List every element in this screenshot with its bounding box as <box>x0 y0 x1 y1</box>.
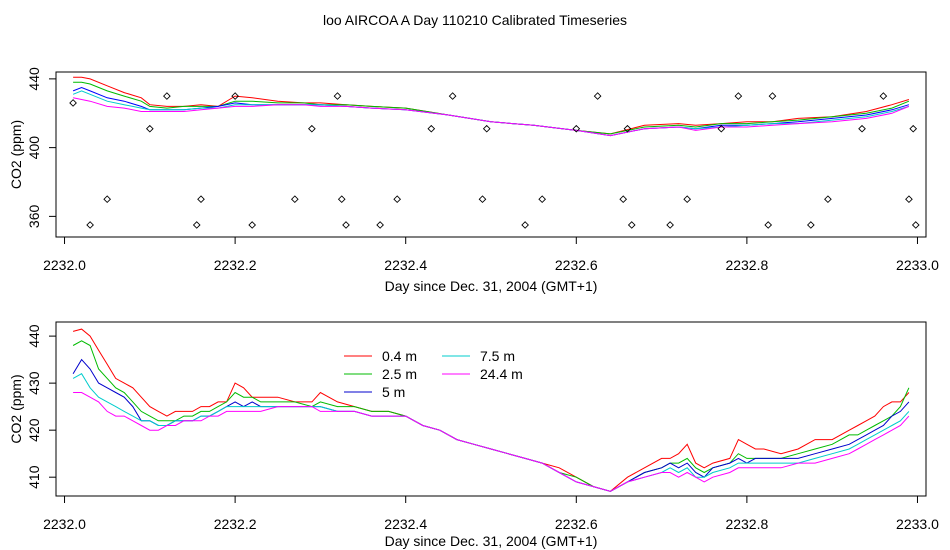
x-axis-label: Day since Dec. 31, 2004 (GMT+1) <box>385 278 598 294</box>
scatter-point <box>290 195 299 204</box>
scatter-point <box>393 195 402 204</box>
legend-label: 0.4 m <box>382 348 417 364</box>
series-line-3 <box>72 86 910 137</box>
y-tick-label: 360 <box>26 204 42 228</box>
scatter-point <box>448 92 457 100</box>
scatter-point <box>717 124 726 133</box>
legend-label: 24.4 m <box>480 366 523 382</box>
series-line-4 <box>72 90 910 137</box>
scatter-point <box>807 221 815 229</box>
scatter-point <box>69 99 77 107</box>
legend-label: 7.5 m <box>480 348 515 364</box>
scatter-point <box>572 124 581 133</box>
scatter-point <box>734 92 743 100</box>
series-line-2 <box>73 81 910 135</box>
x-tick-label: 2233.0 <box>896 257 939 273</box>
scatter-point <box>342 221 350 229</box>
scatter-point <box>308 124 316 133</box>
scatter-point <box>231 92 239 100</box>
y-tick-label: 440 <box>26 67 42 91</box>
scatter-point <box>337 195 346 204</box>
figure-title: loo AIRCOA A Day 110210 Calibrated Times… <box>323 12 627 28</box>
scatter-point <box>627 221 636 229</box>
plot-1: 2232.0 2232.2 2232.4 2232.6 2232.8 2233.0 Day … <box>8 67 939 294</box>
scatter-point <box>911 221 920 229</box>
y-tick-label: 420 <box>26 418 42 442</box>
scatter-points <box>69 92 920 229</box>
scatter-point <box>619 195 628 204</box>
scatter-point <box>905 195 913 204</box>
scatter-point <box>103 195 112 204</box>
y-axis: 360 400 440 <box>26 67 56 228</box>
scatter-point <box>482 124 491 133</box>
x-tick-label: 2232.0 <box>43 516 86 532</box>
plot-frame <box>55 321 927 497</box>
x-tick-label: 2232.6 <box>555 257 598 273</box>
scatter-point <box>192 221 201 229</box>
scatter-point <box>824 195 832 204</box>
scatter-point <box>248 221 257 229</box>
scatter-point <box>538 195 547 204</box>
y-tick-label: 410 <box>26 465 42 489</box>
x-tick-label: 2232.8 <box>725 516 768 532</box>
series-line-4 <box>72 373 910 492</box>
scatter-point <box>909 124 918 133</box>
legend: 0.4 m 2.5 m 5 m 7.5 m 24.4 m <box>344 348 523 400</box>
scatter-point <box>376 221 384 229</box>
x-tick-label: 2232.4 <box>384 516 427 532</box>
x-axis: 2232.0 2232.2 2232.4 2232.6 2232.8 2233.0 <box>43 496 939 532</box>
scatter-point <box>593 92 602 100</box>
plot-frame <box>55 71 927 238</box>
y-axis: 410 420 430 440 <box>26 324 56 489</box>
scatter-point <box>197 195 205 204</box>
y-axis-label: CO2 (ppm) <box>8 374 24 443</box>
scatter-point <box>163 92 171 100</box>
scatter-point <box>333 92 342 100</box>
x-tick-label: 2232.8 <box>725 257 768 273</box>
scatter-point <box>683 195 692 204</box>
scatter-point <box>768 92 777 100</box>
x-tick-label: 2232.0 <box>43 257 86 273</box>
scatter-point <box>666 221 674 229</box>
scatter-point <box>858 124 866 133</box>
scatter-point <box>764 221 773 229</box>
y-tick-label: 440 <box>26 324 42 348</box>
plot-2: 2232.0 2232.2 2232.4 2232.6 2232.8 2233.0 Day … <box>8 321 939 549</box>
x-tick-label: 2232.2 <box>214 516 257 532</box>
scatter-point <box>427 124 436 133</box>
y-axis-label: CO2 (ppm) <box>8 120 24 189</box>
series-line-5 <box>73 392 910 492</box>
scatter-point <box>86 221 94 229</box>
y-tick-label: 400 <box>26 136 42 160</box>
x-axis: 2232.0 2232.2 2232.4 2232.6 2232.8 2233.0 <box>43 237 939 273</box>
scatter-point <box>879 92 888 100</box>
scatter-point <box>478 195 487 204</box>
x-tick-label: 2232.4 <box>384 257 427 273</box>
scatter-point <box>521 221 529 229</box>
x-tick-label: 2232.6 <box>555 516 598 532</box>
x-tick-label: 2232.2 <box>214 257 257 273</box>
series-line-5 <box>73 97 910 137</box>
y-tick-label: 430 <box>26 371 42 395</box>
scatter-point <box>623 124 632 133</box>
x-tick-label: 2233.0 <box>896 516 939 532</box>
scatter-point <box>145 124 154 133</box>
legend-label: 5 m <box>382 384 405 400</box>
legend-label: 2.5 m <box>382 366 417 382</box>
series-line-1 <box>73 76 910 135</box>
x-axis-label: Day since Dec. 31, 2004 (GMT+1) <box>385 533 598 549</box>
